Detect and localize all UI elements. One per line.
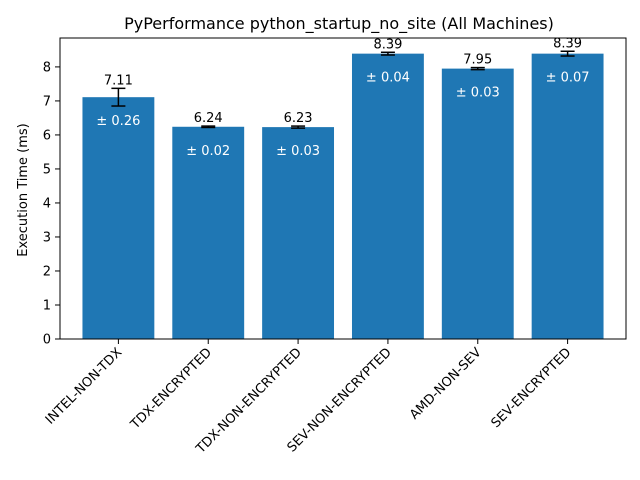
y-tick-label: 2 bbox=[43, 264, 51, 279]
error-label: ± 0.07 bbox=[546, 71, 590, 86]
y-tick-label: 0 bbox=[43, 333, 51, 348]
y-axis-title: Execution Time (ms) bbox=[16, 123, 31, 256]
x-tick-label: AMD-NON-SEV bbox=[407, 345, 485, 423]
y-tick-label: 7 bbox=[43, 94, 51, 109]
x-tick-label: TDX-ENCRYPTED bbox=[127, 345, 215, 433]
y-tick-label: 3 bbox=[43, 230, 51, 245]
value-label: 7.11 bbox=[104, 73, 133, 88]
error-label: ± 0.02 bbox=[186, 144, 230, 159]
error-label: ± 0.03 bbox=[456, 86, 500, 101]
bar-tdx-non-encrypted bbox=[262, 127, 335, 339]
value-label: 8.39 bbox=[373, 37, 402, 52]
value-label: 6.23 bbox=[284, 111, 313, 126]
bar-sev-non-encrypted bbox=[351, 53, 424, 339]
bar-amd-non-sev bbox=[441, 68, 514, 339]
y-tick-label: 6 bbox=[43, 128, 51, 143]
x-tick-label: INTEL-NON-TDX bbox=[43, 345, 125, 427]
bar-intel-non-tdx bbox=[82, 97, 155, 340]
data-labels-group: 7.11 ± 0.26 6.24 ± 0.02 6.23 ± 0.03 8.39 ± 0.04… bbox=[96, 36, 589, 159]
y-tick-label: 4 bbox=[43, 196, 51, 211]
value-label: 7.95 bbox=[463, 53, 492, 68]
bars-group bbox=[82, 53, 604, 340]
bar-tdx-encrypted bbox=[172, 126, 245, 339]
y-tick-label: 8 bbox=[43, 60, 51, 75]
x-tick-label: SEV-ENCRYPTED bbox=[489, 345, 575, 431]
y-tick-label: 5 bbox=[43, 162, 51, 177]
bar-sev-encrypted bbox=[531, 53, 604, 339]
error-bars-group bbox=[111, 50, 575, 129]
error-label: ± 0.03 bbox=[276, 144, 320, 159]
error-label: ± 0.04 bbox=[366, 71, 410, 86]
plot-frame bbox=[59, 37, 627, 340]
error-label: ± 0.26 bbox=[96, 114, 140, 129]
x-tick-label: SEV-NON-ENCRYPTED bbox=[285, 345, 395, 455]
y-tick-label: 1 bbox=[43, 298, 51, 313]
y-axis: 0 1 2 3 4 5 6 7 8 bbox=[43, 60, 60, 348]
value-label: 8.39 bbox=[553, 36, 582, 51]
x-axis: INTEL-NON-TDX TDX-ENCRYPTEDTDX-NON-ENCRYP… bbox=[43, 339, 575, 457]
chart-title: PyPerformance python_startup_no_site (Al… bbox=[124, 14, 554, 34]
value-label: 6.24 bbox=[194, 111, 223, 126]
